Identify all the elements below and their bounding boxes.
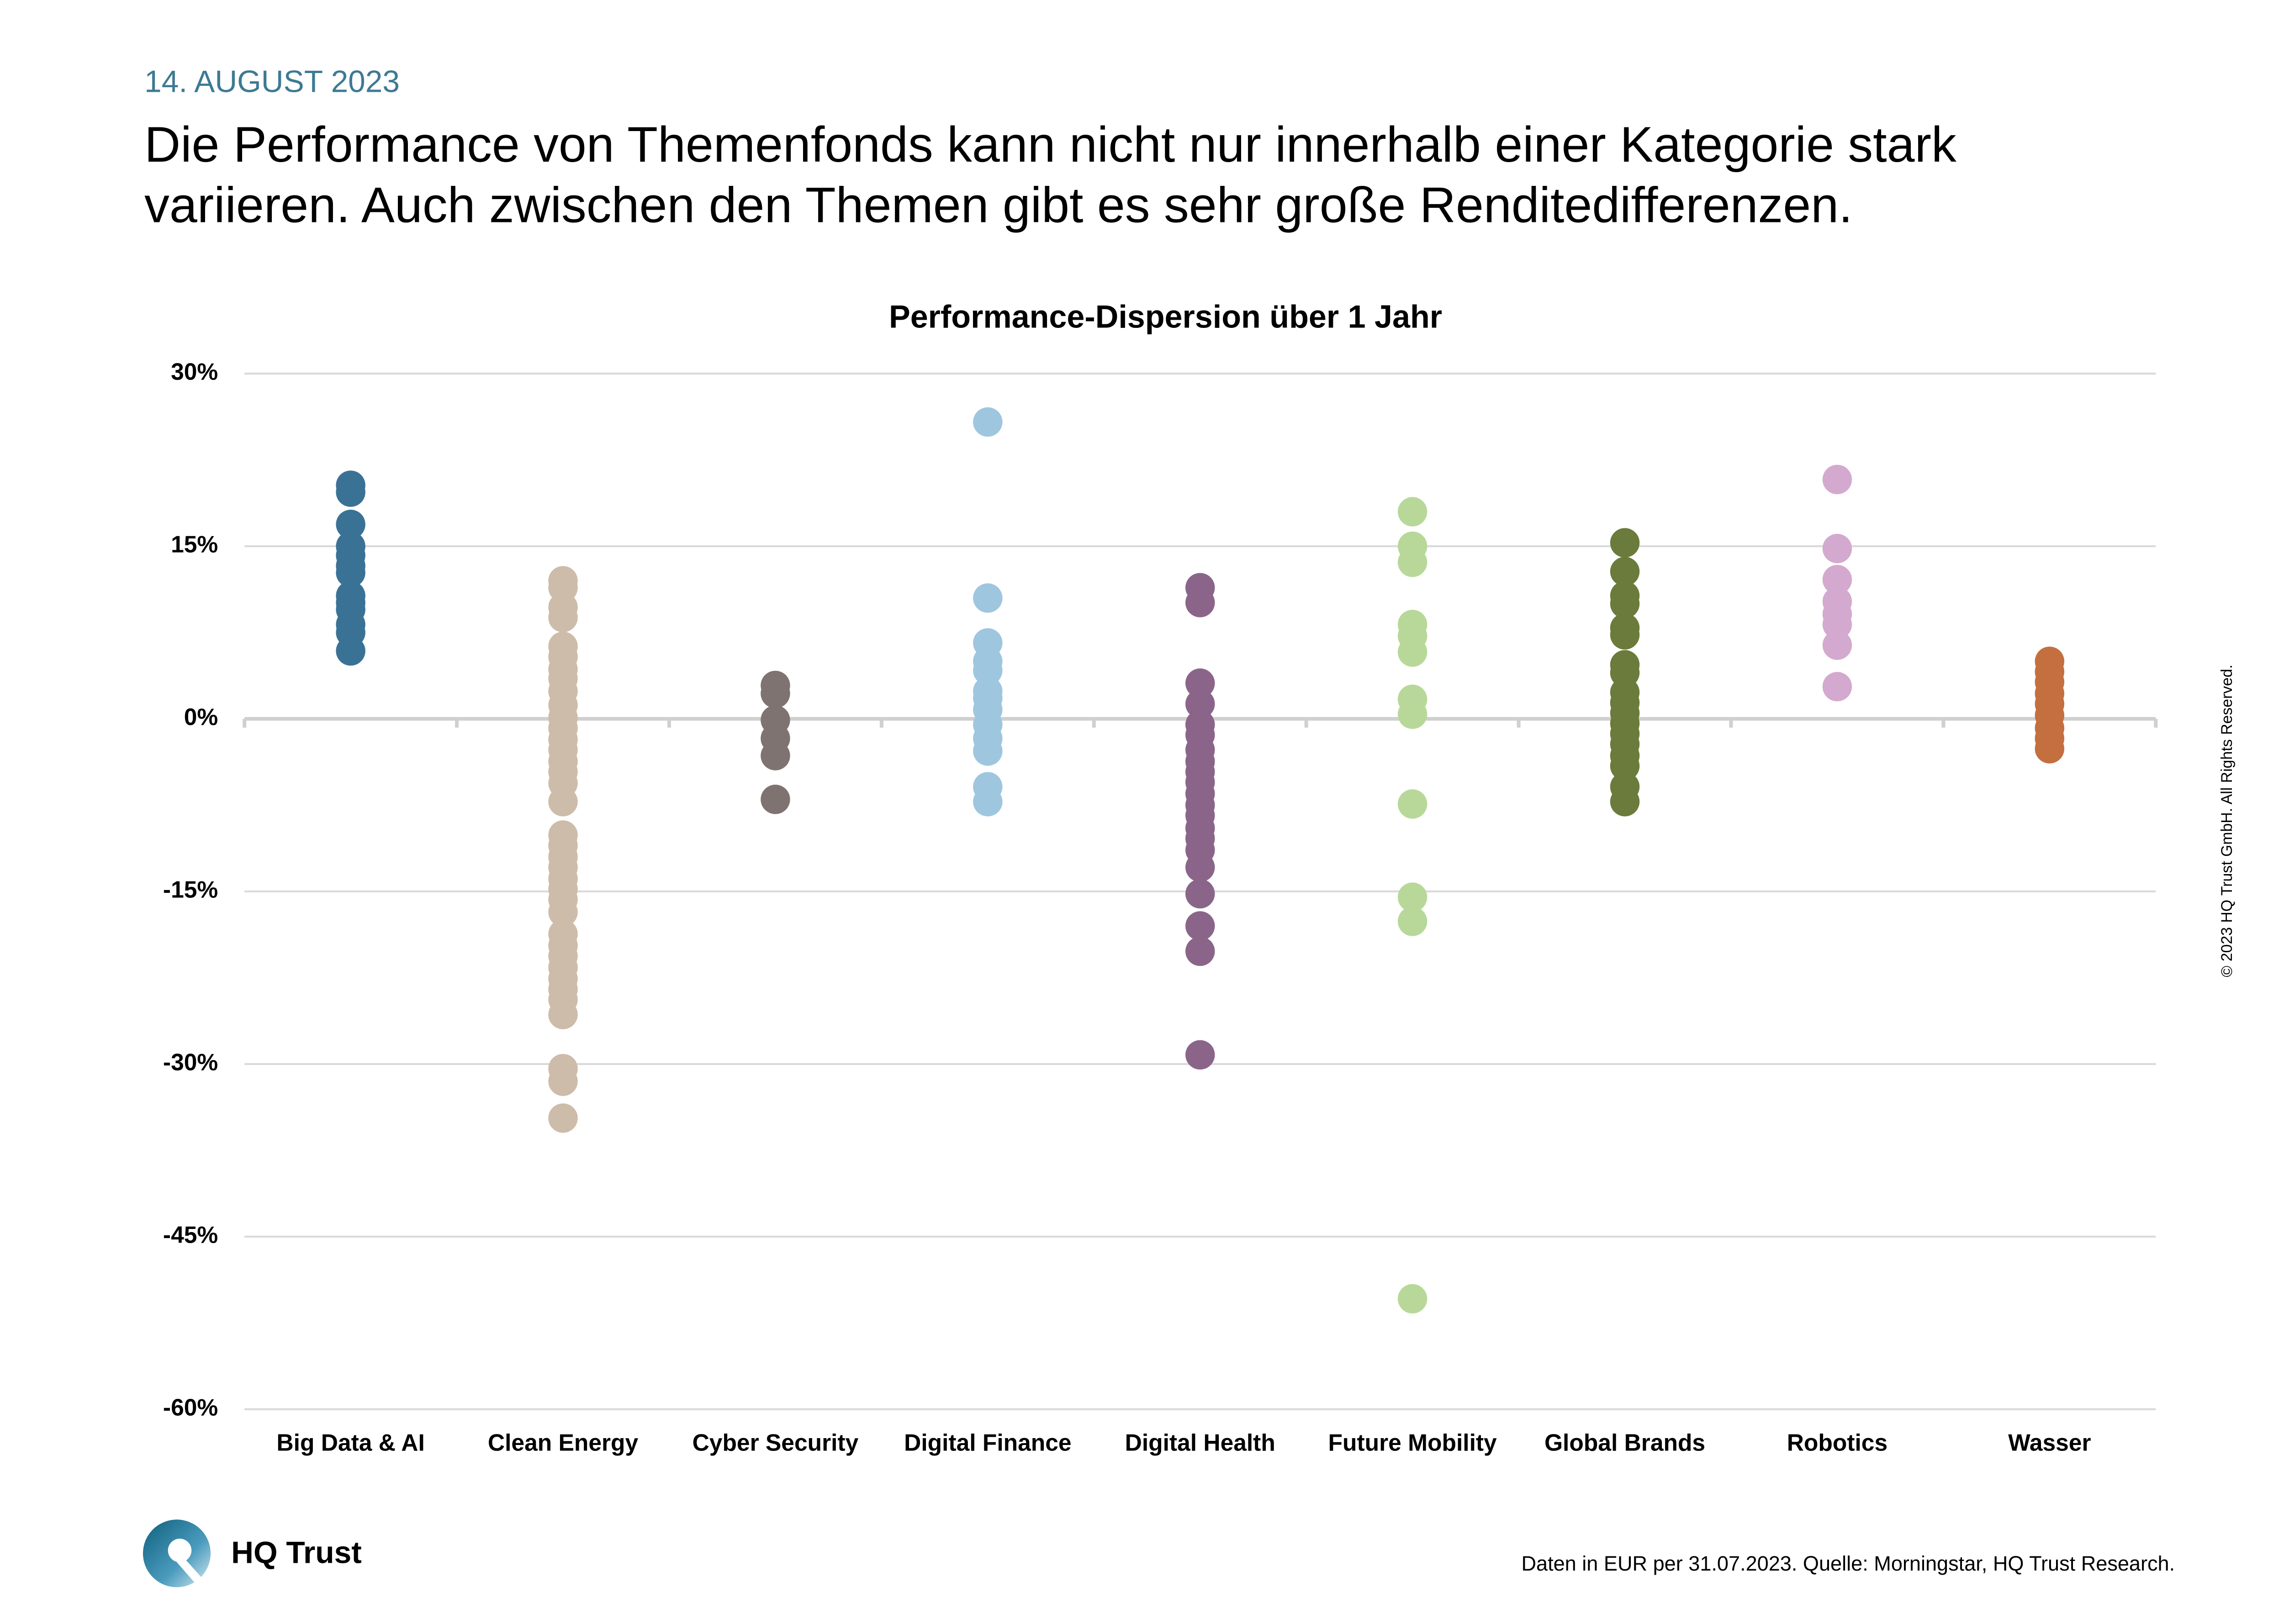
dot (336, 509, 365, 539)
dot (1397, 637, 1428, 667)
dot (1822, 464, 1852, 495)
dot (1397, 882, 1428, 912)
dot (1822, 533, 1852, 564)
dot (1185, 911, 1215, 941)
source-note: Daten in EUR per 31.07.2023. Quelle: Mor… (1521, 1552, 2175, 1575)
dot (1610, 751, 1640, 781)
logo-text: HQ Trust (231, 1535, 362, 1570)
chart-title: Performance-Dispersion über 1 Jahr (889, 299, 1442, 335)
dot (761, 741, 790, 770)
dot (1397, 548, 1428, 577)
headline: Die Performance von Themenfonds kann nic… (144, 117, 1956, 173)
dot (1397, 907, 1428, 936)
dot (761, 679, 790, 708)
logo-icon (177, 1556, 206, 1586)
y-tick-label: -30% (163, 1049, 218, 1075)
y-tick-label: 15% (171, 531, 218, 558)
y-tick-label: -15% (163, 876, 218, 903)
dot (1610, 557, 1640, 586)
x-tick-label: Digital Finance (904, 1429, 1071, 1456)
dot (1397, 497, 1428, 527)
dot (973, 407, 1003, 437)
logo-icon (168, 1539, 192, 1562)
dot (973, 787, 1003, 817)
dot (1822, 630, 1852, 660)
dot (1185, 689, 1215, 719)
copyright: © 2023 HQ Trust GmbH. All Rights Reserve… (2218, 664, 2236, 977)
date: 14. AUGUST 2023 (144, 64, 400, 99)
dot (973, 736, 1003, 766)
dot (973, 655, 1003, 685)
y-tick-label: 30% (171, 359, 218, 385)
x-tick-label: Global Brands (1544, 1429, 1705, 1456)
dot (336, 477, 365, 507)
dot (548, 603, 578, 633)
dot (1185, 936, 1215, 966)
dot (973, 583, 1003, 613)
dot (1397, 699, 1428, 729)
dot (336, 636, 365, 666)
logo: HQ Trust (143, 1519, 362, 1587)
dot (1397, 789, 1428, 819)
y-tick-label: -45% (163, 1221, 218, 1248)
x-tick-label: Wasser (2008, 1429, 2091, 1456)
dot (1185, 1040, 1215, 1070)
y-tick-label: -60% (163, 1394, 218, 1420)
y-tick-label: 0% (184, 704, 218, 730)
dot (761, 785, 790, 814)
dot (1610, 528, 1640, 558)
dot (1822, 610, 1852, 639)
x-tick-label: Big Data & AI (276, 1429, 424, 1456)
x-tick-label: Robotics (1787, 1429, 1887, 1456)
headline: variieren. Auch zwischen den Themen gibt… (144, 177, 1852, 233)
dot (336, 558, 365, 588)
dot (548, 1066, 578, 1096)
dot (1822, 672, 1852, 701)
dot (1822, 564, 1852, 595)
x-tick-label: Digital Health (1125, 1429, 1275, 1456)
dot (1185, 668, 1215, 698)
dot (1185, 588, 1215, 617)
x-tick-label: Future Mobility (1328, 1429, 1497, 1456)
x-tick-label: Cyber Security (693, 1429, 859, 1456)
x-tick-label: Clean Energy (488, 1429, 639, 1456)
dot (548, 1103, 578, 1133)
dot (1397, 1284, 1428, 1314)
dot (548, 787, 578, 817)
dot (548, 897, 578, 927)
dot (1610, 787, 1640, 817)
plot-area: 30% 15% 0% -15% -30% -45% -60% Big Data & AI Cle… (163, 359, 2158, 1456)
dot (1185, 852, 1215, 882)
dot (1610, 620, 1640, 650)
dot (1185, 879, 1215, 909)
dot (2035, 734, 2065, 764)
dot (1610, 589, 1640, 619)
dot (548, 1000, 578, 1029)
